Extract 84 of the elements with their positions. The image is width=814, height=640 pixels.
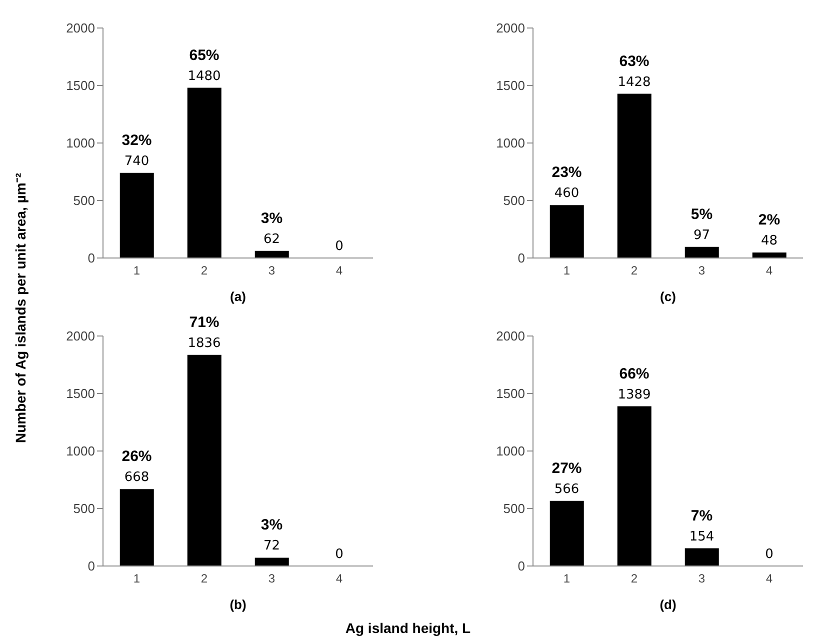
annotation: 27% <box>552 460 582 477</box>
data-label: 1480 <box>188 68 221 84</box>
x-axis-title: (b) <box>230 597 246 612</box>
y-tick-label: 0 <box>88 250 95 266</box>
y-tick-label: 0 <box>518 558 525 574</box>
y-tick-label: 1000 <box>496 444 525 459</box>
annotation: 7% <box>690 507 713 524</box>
y-tick-label: 500 <box>503 193 525 208</box>
x-tick-label: 4 <box>336 264 343 278</box>
annotation: 63% <box>619 52 650 70</box>
y-tick-label: 2000 <box>66 20 95 36</box>
y-tick-label: 0 <box>518 250 525 266</box>
annotation: 3% <box>260 210 283 227</box>
data-label: 668 <box>124 470 150 486</box>
y-tick-label: 2000 <box>496 328 525 344</box>
annotation: 66% <box>619 365 650 382</box>
bar <box>550 205 584 258</box>
data-label: 0 <box>335 239 344 254</box>
x-tick-label: 3 <box>268 264 276 278</box>
x-axis-title: (d) <box>660 597 676 612</box>
data-label: 1428 <box>618 74 651 90</box>
y-tick-label: 0 <box>88 558 95 574</box>
data-label: 0 <box>765 547 774 562</box>
data-label: 1389 <box>618 387 651 402</box>
y-tick-label: 1000 <box>66 444 95 459</box>
bar <box>617 94 652 258</box>
bar <box>617 406 652 566</box>
x-tick-label: 2 <box>200 264 208 278</box>
x-tick-label: 4 <box>766 572 773 586</box>
data-label: 48 <box>760 233 778 248</box>
data-label: 97 <box>693 228 710 243</box>
annotation: 23% <box>552 164 582 182</box>
bar <box>684 246 719 258</box>
bar <box>120 489 154 566</box>
x-tick-label: 1 <box>563 264 570 278</box>
bar <box>684 548 719 566</box>
annotation: 26% <box>122 448 152 466</box>
y-tick-label: 2000 <box>496 20 525 36</box>
y-tick-label: 2000 <box>66 328 95 344</box>
x-tick-label: 1 <box>563 572 570 586</box>
data-label: 460 <box>554 186 580 202</box>
annotation: 2% <box>758 211 780 228</box>
bar <box>254 250 289 258</box>
x-tick-label: 4 <box>766 264 773 278</box>
data-label: 0 <box>335 547 344 562</box>
y-axis-title: Number of Ag islands per unit area, µm⁻² <box>12 172 30 444</box>
data-label: 740 <box>124 154 150 169</box>
data-label: 566 <box>554 482 580 497</box>
x-axis-title: (c) <box>660 289 676 304</box>
bar <box>120 172 154 258</box>
data-label: 154 <box>689 529 714 544</box>
annotation: 65% <box>189 46 220 64</box>
x-tick-label: 1 <box>133 264 140 278</box>
annotation: 32% <box>122 132 152 149</box>
y-tick-label: 1500 <box>496 78 525 94</box>
y-tick-label: 1500 <box>66 78 95 94</box>
y-tick-label: 1000 <box>66 136 95 151</box>
bar <box>752 252 786 258</box>
bar <box>187 88 222 258</box>
data-label: 62 <box>263 232 280 247</box>
x-tick-label: 4 <box>336 572 343 586</box>
annotation: 71% <box>189 314 220 331</box>
y-tick-label: 1000 <box>496 136 525 151</box>
x-axis-title: (a) <box>230 289 246 304</box>
bar <box>254 558 289 566</box>
y-tick-label: 1500 <box>66 386 95 402</box>
data-label: 1836 <box>188 336 221 351</box>
x-tick-label: 2 <box>630 572 638 586</box>
bar <box>187 354 222 566</box>
y-tick-label: 1500 <box>496 386 525 402</box>
bar <box>550 500 584 566</box>
y-tick-label: 500 <box>73 501 95 516</box>
annotation: 3% <box>260 516 283 534</box>
data-label: 72 <box>263 538 280 554</box>
x-tick-label: 1 <box>133 572 140 586</box>
x-tick-label: 2 <box>200 572 208 586</box>
y-tick-label: 500 <box>503 501 525 516</box>
x-tick-label: 3 <box>268 572 276 586</box>
x-tick-label: 3 <box>698 572 706 586</box>
x-tick-label: 3 <box>698 264 706 278</box>
y-tick-label: 500 <box>73 193 95 208</box>
text: Ag island height, L <box>344 620 472 636</box>
annotation: 5% <box>690 206 713 223</box>
x-tick-label: 2 <box>630 264 638 278</box>
